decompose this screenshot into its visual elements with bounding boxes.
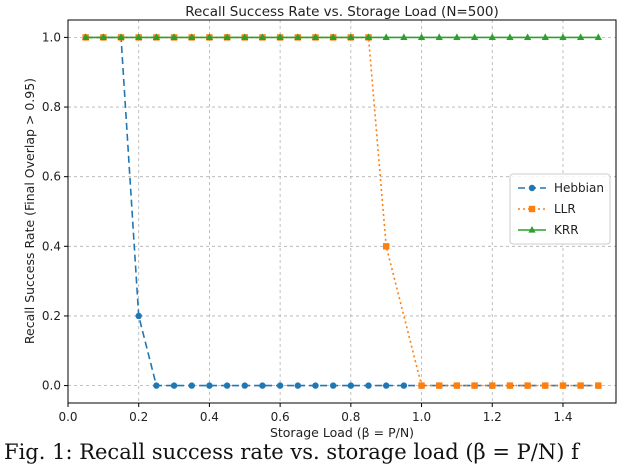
plot-frame [67, 19, 617, 404]
y-tick-label: 1.0 [42, 30, 61, 44]
x-axis-title: Storage Load (β = P/N) [270, 425, 414, 440]
legend-label-hebbian: Hebbian [554, 181, 604, 195]
axis-ticks: 0.0 0.2 0.4 0.6 0.8 1.0 1.2 1.4 0.0 0.2 0.4 0.6 0.8 1… [42, 30, 573, 424]
data-point-krr [506, 33, 514, 41]
x-tick-label: 0.8 [341, 410, 360, 424]
series-layer [82, 33, 602, 389]
data-point-krr [541, 33, 549, 41]
legend-box [509, 173, 611, 245]
y-tick-label: 0.6 [42, 170, 61, 184]
data-point-krr [152, 33, 160, 41]
data-point-llr [506, 382, 514, 389]
data-point-hebbian [241, 382, 248, 389]
data-point-krr [311, 33, 320, 41]
data-point-krr [135, 33, 143, 41]
data-point-llr [436, 382, 443, 389]
series-line-llr [85, 36, 599, 387]
data-point-llr [595, 382, 602, 389]
x-tick-label: 0.6 [271, 410, 290, 424]
data-point-hebbian [259, 382, 266, 389]
x-tick-label: 1.4 [553, 410, 572, 424]
data-point-krr [594, 33, 602, 41]
y-tick-label: 0.8 [42, 100, 61, 114]
data-point-krr [364, 33, 373, 41]
figure-caption: Fig. 1: Recall success rate vs. storage … [4, 440, 579, 464]
data-point-hebbian [294, 382, 302, 389]
x-tick-label: 1.2 [483, 410, 502, 424]
data-point-krr [577, 33, 585, 41]
data-point-krr [382, 33, 390, 41]
data-point-llr [418, 382, 425, 389]
y-tick-label: 0.0 [42, 379, 61, 393]
data-point-krr [435, 33, 443, 41]
data-point-llr [471, 382, 478, 389]
chart: Recall Success Rate vs. Storage Load (N=… [22, 4, 617, 440]
data-point-hebbian [329, 382, 337, 389]
x-tick-label: 0.4 [200, 410, 219, 424]
data-point-hebbian [382, 382, 390, 389]
data-point-krr [99, 33, 107, 41]
x-tick-label: 1.0 [412, 410, 431, 424]
data-point-llr [524, 382, 531, 389]
y-tick-label: 0.4 [42, 239, 61, 253]
x-tick-label: 0.2 [129, 410, 148, 424]
data-point-hebbian [400, 382, 408, 389]
data-point-krr [488, 33, 496, 41]
legend: Hebbian LLR KRR [509, 173, 611, 245]
chart-title: Recall Success Rate vs. Storage Load (N=… [185, 4, 499, 20]
data-point-krr [417, 33, 426, 41]
data-point-krr [188, 33, 196, 41]
data-point-llr [382, 243, 390, 250]
legend-marker-hebbian [528, 184, 536, 192]
data-point-krr [329, 33, 337, 41]
data-point-hebbian [153, 382, 160, 389]
series-krr [82, 33, 602, 41]
data-point-llr [542, 382, 549, 389]
data-point-hebbian [223, 382, 231, 389]
data-point-krr [276, 33, 284, 41]
data-point-krr [453, 33, 461, 41]
data-point-hebbian [170, 382, 178, 389]
data-point-krr [205, 33, 214, 41]
legend-marker-llr [528, 205, 536, 213]
data-point-hebbian [365, 382, 372, 389]
x-tick-label: 0.0 [58, 410, 77, 424]
data-point-krr [294, 33, 302, 41]
data-point-krr [82, 33, 90, 41]
data-point-krr [470, 33, 479, 41]
data-point-hebbian [188, 382, 195, 389]
y-axis-title: Recall Success Rate (Final Overlap > 0.9… [22, 78, 37, 344]
data-point-krr [170, 33, 178, 41]
data-point-llr [489, 382, 496, 389]
data-point-krr [559, 33, 567, 41]
data-point-krr [117, 33, 125, 41]
data-point-krr [258, 33, 267, 41]
data-point-krr [524, 33, 532, 41]
data-point-hebbian [312, 382, 319, 389]
data-point-krr [400, 33, 408, 41]
data-point-llr [453, 382, 461, 389]
data-point-hebbian [206, 382, 213, 389]
data-point-hebbian [135, 312, 142, 320]
legend-label-krr: KRR [554, 223, 579, 237]
y-tick-label: 0.2 [42, 309, 61, 323]
data-point-krr [347, 33, 355, 41]
data-point-krr [241, 33, 249, 41]
data-point-llr [577, 382, 584, 389]
data-point-llr [559, 382, 567, 389]
data-point-krr [223, 33, 231, 41]
data-point-hebbian [347, 382, 355, 389]
legend-label-llr: LLR [554, 202, 576, 216]
legend-marker-krr [528, 226, 536, 233]
data-point-hebbian [276, 382, 284, 389]
